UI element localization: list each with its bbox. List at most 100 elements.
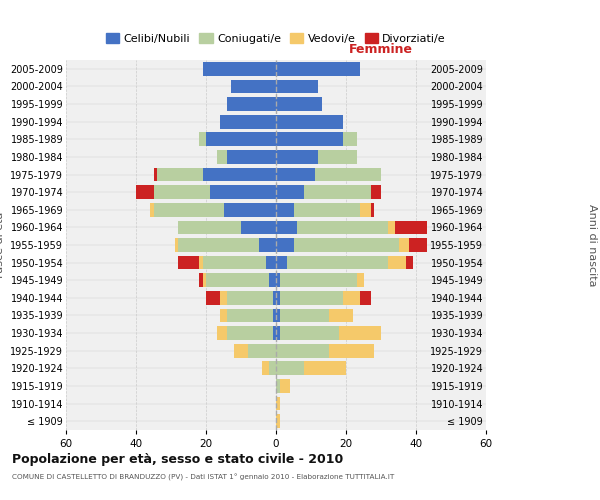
Bar xyxy=(276,344,329,358)
Bar xyxy=(269,362,276,375)
Bar xyxy=(371,186,381,199)
Bar xyxy=(293,238,398,252)
Bar xyxy=(318,150,356,164)
Bar xyxy=(203,168,276,181)
Bar xyxy=(398,238,409,252)
Bar xyxy=(203,274,206,287)
Bar xyxy=(220,291,227,304)
Bar xyxy=(329,308,353,322)
Bar xyxy=(406,256,413,270)
Bar xyxy=(150,203,154,216)
Bar xyxy=(230,80,276,94)
Bar xyxy=(276,97,322,111)
Bar xyxy=(280,379,290,393)
Bar xyxy=(356,274,364,287)
Bar xyxy=(223,203,276,216)
Bar xyxy=(206,274,269,287)
Bar xyxy=(276,396,280,410)
Bar xyxy=(339,326,381,340)
Bar xyxy=(248,344,276,358)
Bar xyxy=(203,62,276,76)
Bar xyxy=(206,132,276,146)
Bar xyxy=(329,344,374,358)
Bar xyxy=(280,291,343,304)
Bar xyxy=(276,414,280,428)
Bar xyxy=(280,274,356,287)
Bar xyxy=(293,203,360,216)
Bar xyxy=(360,203,371,216)
Bar xyxy=(203,256,265,270)
Bar xyxy=(276,80,318,94)
Bar xyxy=(206,291,220,304)
Bar xyxy=(217,150,227,164)
Bar xyxy=(276,186,304,199)
Bar xyxy=(259,238,276,252)
Bar xyxy=(276,274,280,287)
Bar xyxy=(276,362,304,375)
Bar xyxy=(297,220,388,234)
Bar xyxy=(241,220,276,234)
Bar xyxy=(199,256,203,270)
Bar xyxy=(272,291,276,304)
Bar xyxy=(209,186,276,199)
Bar xyxy=(276,256,287,270)
Bar xyxy=(272,308,276,322)
Bar xyxy=(276,115,343,128)
Bar xyxy=(234,344,248,358)
Bar xyxy=(276,291,280,304)
Bar xyxy=(388,220,395,234)
Bar xyxy=(227,326,272,340)
Bar xyxy=(157,168,203,181)
Bar xyxy=(262,362,269,375)
Bar xyxy=(388,256,406,270)
Text: Femmine: Femmine xyxy=(349,44,413,57)
Text: Anni di nascita: Anni di nascita xyxy=(587,204,597,286)
Bar xyxy=(154,186,209,199)
Bar xyxy=(276,326,280,340)
Bar xyxy=(280,326,339,340)
Text: Popolazione per età, sesso e stato civile - 2010: Popolazione per età, sesso e stato civil… xyxy=(12,452,343,466)
Bar xyxy=(227,308,272,322)
Bar xyxy=(178,256,199,270)
Bar xyxy=(276,150,318,164)
Bar xyxy=(276,308,280,322)
Bar xyxy=(220,115,276,128)
Bar xyxy=(287,256,388,270)
Bar xyxy=(154,168,157,181)
Bar xyxy=(175,238,178,252)
Bar xyxy=(178,238,259,252)
Bar xyxy=(272,326,276,340)
Bar xyxy=(276,238,293,252)
Bar xyxy=(371,203,374,216)
Bar xyxy=(276,62,360,76)
Bar xyxy=(276,132,343,146)
Bar xyxy=(304,186,371,199)
Bar xyxy=(269,274,276,287)
Bar xyxy=(220,308,227,322)
Bar xyxy=(276,220,297,234)
Legend: Celibi/Nubili, Coniugati/e, Vedovi/e, Divorziati/e: Celibi/Nubili, Coniugati/e, Vedovi/e, Di… xyxy=(101,28,451,48)
Bar xyxy=(227,97,276,111)
Bar xyxy=(154,203,223,216)
Bar xyxy=(304,362,346,375)
Bar xyxy=(199,274,203,287)
Bar xyxy=(409,238,427,252)
Text: COMUNE DI CASTELLETTO DI BRANDUZZO (PV) - Dati ISTAT 1° gennaio 2010 - Elaborazi: COMUNE DI CASTELLETTO DI BRANDUZZO (PV) … xyxy=(12,474,394,481)
Bar xyxy=(276,379,280,393)
Bar xyxy=(217,326,227,340)
Bar xyxy=(276,203,293,216)
Bar xyxy=(280,308,329,322)
Bar xyxy=(178,220,241,234)
Bar xyxy=(343,132,356,146)
Bar xyxy=(265,256,276,270)
Bar xyxy=(343,291,360,304)
Bar xyxy=(360,291,371,304)
Bar xyxy=(136,186,154,199)
Y-axis label: Fasce di età: Fasce di età xyxy=(0,212,5,278)
Bar xyxy=(314,168,381,181)
Bar xyxy=(276,168,314,181)
Bar xyxy=(227,150,276,164)
Bar xyxy=(395,220,427,234)
Bar xyxy=(227,291,272,304)
Bar xyxy=(199,132,206,146)
